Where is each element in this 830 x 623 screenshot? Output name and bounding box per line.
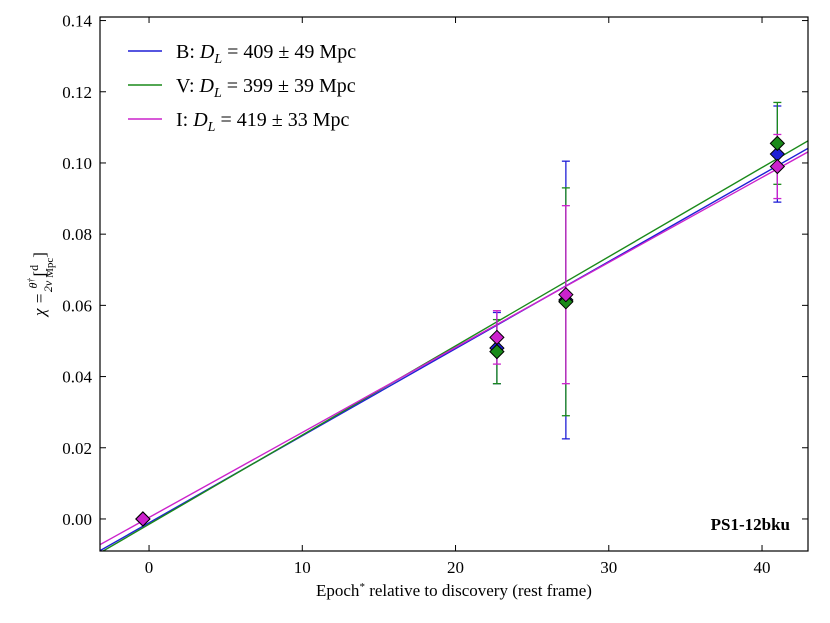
fit-line-V [101,140,808,551]
y-tick-label: 0.12 [62,83,92,102]
annotation-label: PS1-12bku [711,515,790,534]
axis-ticks: 0 10 20 30 40 0.00 0.02 0.04 0.06 0.08 0.10 0.12 0.1… [62,12,808,577]
marker-V [769,135,786,152]
y-tick-label: 0.14 [62,12,92,31]
x-tick-label: 30 [600,558,617,577]
fit-line-I [100,151,808,546]
x-tick-label: 20 [447,558,464,577]
x-tick-label: 10 [294,558,311,577]
x-tick-label: 0 [145,558,154,577]
y-tick-label: 0.08 [62,225,92,244]
data-markers [135,135,786,527]
marker-I [135,511,151,527]
marker-V [489,343,505,360]
y-tick-label: 0.06 [62,296,92,315]
y-tick-label: 0.00 [62,510,92,529]
marker-I [769,158,786,175]
x-axis-title: Epoch* relative to discovery (rest frame… [316,581,592,600]
plot-frame [99,16,809,552]
y-tick-label: 0.10 [62,154,92,173]
legend: B: DL = 409 ± 49 Mpc V: DL = 399 ± 39 Mpc… [128,41,356,135]
y-axis-title: χ = θ†2v [d Mpc] [26,252,56,318]
y-tick-label: 0.02 [62,439,92,458]
error-bars [492,101,782,440]
marker-I [558,286,574,303]
fit-lines [100,140,808,551]
legend-label-V: V: DL = 399 ± 39 Mpc [176,75,356,101]
legend-label-B: B: DL = 409 ± 49 Mpc [176,41,356,67]
y-tick-label: 0.04 [62,368,92,387]
marker-I [489,329,505,346]
x-tick-label: 40 [754,558,771,577]
legend-label-I: I: DL = 419 ± 33 Mpc [176,109,350,135]
